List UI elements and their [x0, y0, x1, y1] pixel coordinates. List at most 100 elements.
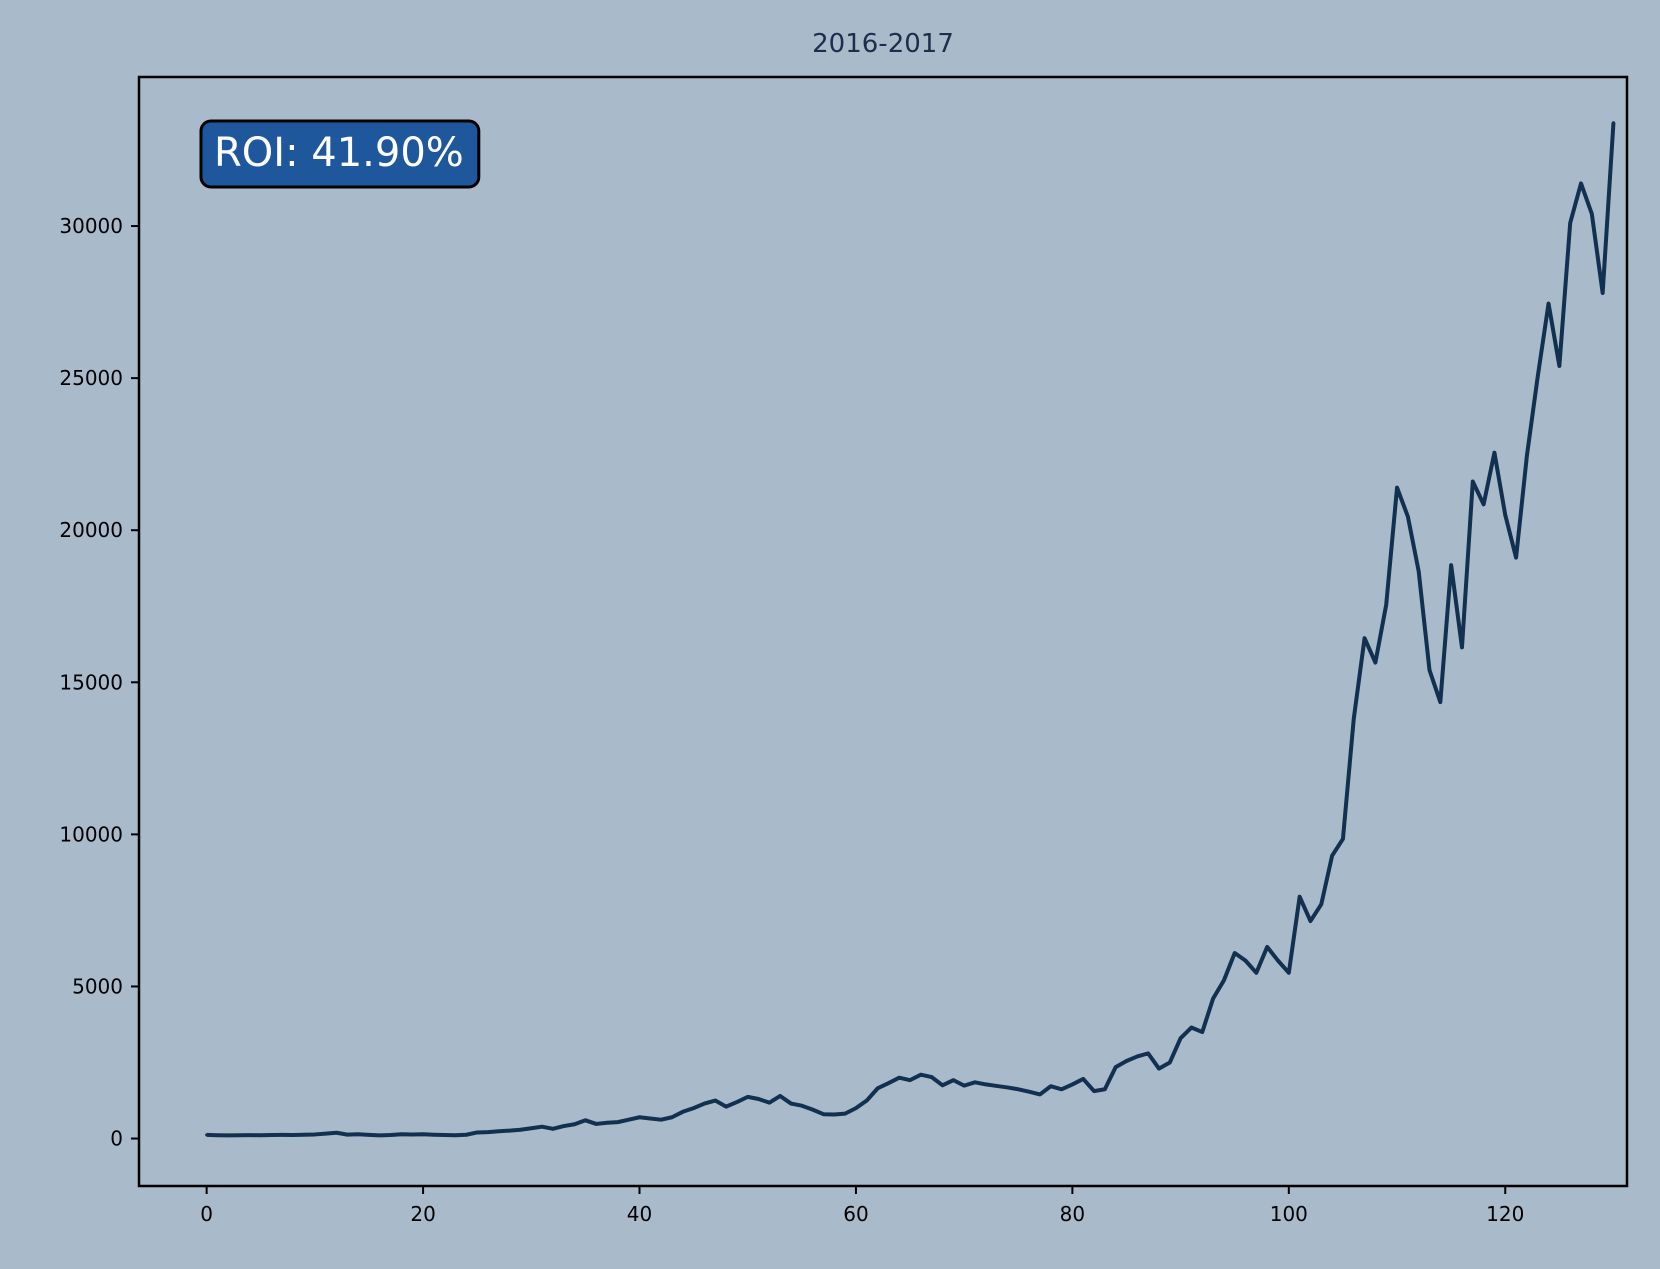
y-tick-label: 10000 — [59, 822, 123, 846]
data-point — [1070, 1082, 1074, 1086]
data-point — [886, 1081, 890, 1085]
roi-annotation-text: ROI: 41.90% — [214, 130, 464, 176]
data-point — [1135, 1054, 1139, 1058]
data-point — [486, 1130, 490, 1134]
data-point — [562, 1124, 566, 1128]
data-point — [399, 1132, 403, 1136]
data-point — [573, 1122, 577, 1126]
data-point — [540, 1125, 544, 1129]
roi-annotation-box — [199, 119, 481, 189]
data-point — [1060, 1087, 1064, 1091]
data-point — [1341, 837, 1345, 841]
data-point — [1579, 181, 1583, 185]
data-point — [1525, 454, 1529, 458]
data-point — [1611, 121, 1615, 125]
data-point — [335, 1131, 338, 1135]
data-point — [1536, 375, 1540, 379]
data-point — [811, 1108, 815, 1112]
data-point — [973, 1080, 977, 1084]
data-point — [865, 1099, 869, 1103]
data-point — [356, 1132, 360, 1136]
data-point — [995, 1084, 999, 1088]
data-point — [1514, 556, 1518, 560]
data-point — [1547, 302, 1551, 306]
data-point — [432, 1133, 436, 1137]
data-point — [551, 1127, 555, 1131]
data-point — [984, 1082, 988, 1086]
data-point — [291, 1133, 295, 1137]
data-point — [367, 1133, 371, 1137]
data-point — [1114, 1065, 1118, 1069]
data-point — [410, 1132, 414, 1136]
data-point — [464, 1133, 468, 1137]
data-point — [1189, 1026, 1193, 1030]
data-point — [1449, 563, 1453, 567]
data-point — [1503, 513, 1507, 517]
data-point — [757, 1097, 761, 1101]
data-point — [1384, 603, 1388, 607]
data-point — [443, 1133, 447, 1137]
data-point — [951, 1078, 955, 1082]
data-point — [627, 1118, 631, 1122]
data-point — [259, 1133, 263, 1137]
data-point — [1168, 1061, 1172, 1065]
data-point — [421, 1132, 425, 1136]
data-point — [789, 1102, 793, 1106]
data-point — [1298, 895, 1302, 899]
data-point — [702, 1102, 706, 1106]
data-point — [832, 1113, 836, 1117]
data-point — [529, 1126, 533, 1130]
data-point — [248, 1133, 252, 1137]
data-point — [843, 1112, 847, 1116]
x-tick-label: 100 — [1270, 1202, 1308, 1226]
data-point — [1276, 959, 1280, 963]
data-point — [1471, 480, 1475, 484]
data-point — [226, 1133, 230, 1137]
data-point — [616, 1120, 620, 1124]
data-point — [302, 1133, 306, 1137]
data-point — [1352, 717, 1356, 721]
data-point — [1233, 951, 1237, 955]
data-point — [638, 1115, 642, 1119]
data-point — [919, 1073, 923, 1077]
data-point — [897, 1076, 901, 1080]
data-point — [1027, 1090, 1031, 1094]
y-tick-label: 25000 — [59, 366, 123, 390]
data-point — [378, 1133, 382, 1137]
data-point — [778, 1094, 782, 1098]
data-point — [821, 1112, 825, 1116]
data-point — [1330, 854, 1334, 858]
data-point — [724, 1105, 728, 1109]
data-point — [854, 1106, 858, 1110]
data-point — [475, 1130, 479, 1134]
data-point — [746, 1095, 750, 1099]
data-point — [1482, 502, 1486, 506]
data-point — [692, 1106, 696, 1110]
data-point — [1016, 1087, 1020, 1091]
data-point — [1417, 569, 1421, 573]
data-point — [1287, 971, 1291, 975]
data-point — [1460, 645, 1464, 649]
data-point — [1222, 978, 1226, 982]
data-point — [1200, 1030, 1204, 1034]
data-point — [1492, 451, 1496, 455]
data-point — [1363, 636, 1367, 640]
data-point — [800, 1104, 804, 1108]
data-point — [648, 1116, 652, 1120]
data-point — [670, 1115, 674, 1119]
y-tick-label: 0 — [110, 1127, 123, 1151]
plot-area-frame — [137, 75, 1629, 1188]
y-tick-label: 20000 — [59, 518, 123, 542]
x-tick-label: 80 — [1060, 1202, 1085, 1226]
data-point — [930, 1075, 934, 1079]
data-point — [1438, 700, 1442, 704]
data-point — [1124, 1059, 1128, 1063]
x-tick-label: 20 — [410, 1202, 435, 1226]
data-point — [767, 1101, 771, 1105]
y-tick-label: 5000 — [72, 974, 123, 998]
data-point — [605, 1121, 609, 1125]
x-tick-label: 0 — [200, 1202, 213, 1226]
data-point — [1319, 902, 1323, 906]
